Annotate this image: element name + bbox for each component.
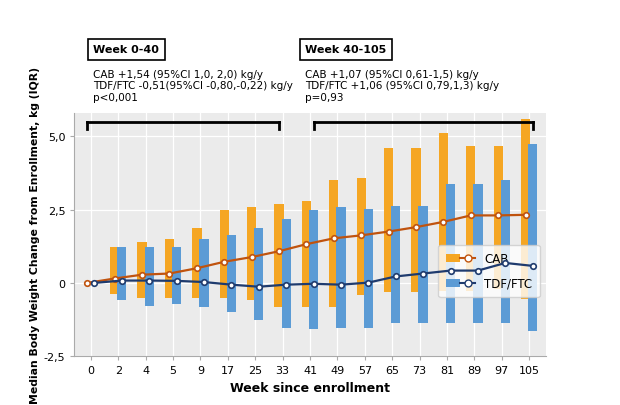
Bar — [247, 208, 256, 300]
Bar — [144, 247, 154, 307]
Bar — [446, 184, 455, 324]
Bar — [227, 236, 236, 312]
Bar — [329, 180, 339, 307]
Y-axis label: Median Body Weight Change from Enrollment, kg (IQR): Median Body Weight Change from Enrollmen… — [30, 67, 40, 403]
Text: CAB +1,54 (95%CI 1,0, 2,0) kg/y
TDF/FTC -0,51(95%CI -0,80,-0,22) kg/y
p<0,001: CAB +1,54 (95%CI 1,0, 2,0) kg/y TDF/FTC … — [93, 70, 293, 103]
Bar — [275, 205, 284, 307]
Bar — [364, 209, 373, 328]
Bar — [192, 228, 202, 298]
Bar — [219, 211, 229, 298]
Bar — [302, 201, 311, 307]
Bar — [439, 133, 448, 292]
Bar — [391, 207, 401, 324]
Bar — [199, 239, 209, 307]
Bar — [501, 180, 510, 324]
X-axis label: Week since enrollment: Week since enrollment — [230, 381, 390, 394]
Bar — [473, 184, 482, 324]
Text: Week 40-105: Week 40-105 — [305, 45, 386, 55]
Bar — [356, 178, 366, 296]
Bar — [281, 220, 291, 328]
Text: CAB +1,07 (95%CI 0,61-1,5) kg/y
TDF/FTC +1,06 (95%CI 0,79,1,3) kg/y
p=0,93: CAB +1,07 (95%CI 0,61-1,5) kg/y TDF/FTC … — [305, 70, 500, 103]
Bar — [384, 149, 393, 292]
Bar — [117, 247, 126, 300]
Bar — [521, 120, 530, 299]
Bar — [138, 243, 147, 298]
Bar — [165, 239, 174, 298]
Bar — [411, 149, 421, 292]
Bar — [466, 147, 476, 292]
Bar — [172, 247, 181, 304]
Bar — [254, 228, 264, 321]
Bar — [110, 247, 119, 294]
Bar — [494, 147, 503, 290]
Bar — [309, 211, 318, 329]
Bar — [418, 207, 428, 324]
Bar — [528, 145, 538, 332]
Text: Week 0-40: Week 0-40 — [93, 45, 159, 55]
Bar — [336, 208, 345, 328]
Legend: CAB, TDF/FTC: CAB, TDF/FTC — [438, 245, 539, 297]
